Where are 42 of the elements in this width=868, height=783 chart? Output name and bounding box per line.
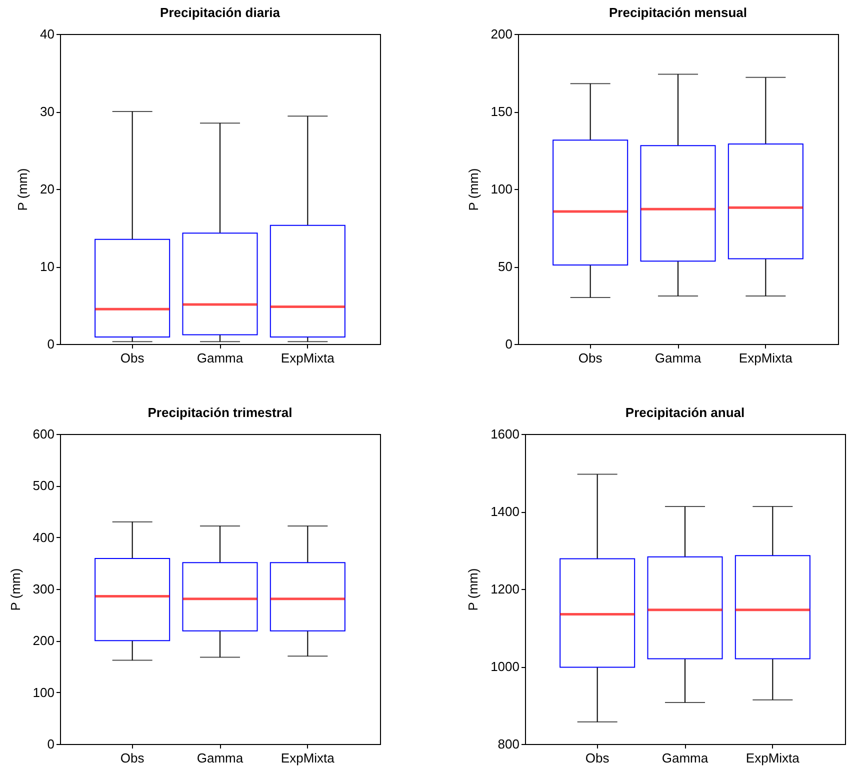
x-tick-label: ExpMixta xyxy=(738,350,794,366)
y-tick-label: 1000 xyxy=(490,659,520,674)
y-tick-label: 150 xyxy=(490,104,512,119)
y-tick-label: 100 xyxy=(32,684,54,700)
chart-title: Precipitación mensual xyxy=(609,5,747,20)
y-axis-title: P (mm) xyxy=(466,568,481,611)
y-tick-label: 300 xyxy=(32,582,54,596)
y-tick-label: 0 xyxy=(47,736,54,752)
y-tick-label: 100 xyxy=(490,182,512,196)
y-axis-title: P (mm) xyxy=(8,568,23,611)
chart-title: Precipitación anual xyxy=(625,405,745,420)
x-tick-label: Obs xyxy=(578,350,603,366)
x-tick-label: ExpMixta xyxy=(280,350,336,366)
y-tick-label: 10 xyxy=(40,259,54,274)
y-tick-label: 400 xyxy=(32,530,54,545)
x-tick-label: Gamma xyxy=(654,350,702,366)
chart-title: Precipitación trimestral xyxy=(148,405,292,420)
x-tick-label: Gamma xyxy=(196,350,244,366)
x-tick-label: Gamma xyxy=(662,750,709,766)
y-tick-label: 800 xyxy=(498,736,520,752)
y-tick-label: 50 xyxy=(498,259,512,274)
chart-title: Precipitación diaria xyxy=(160,5,281,20)
y-tick-label: 200 xyxy=(490,26,512,42)
y-tick-label: 200 xyxy=(32,633,54,648)
x-tick-label: Gamma xyxy=(196,750,244,766)
x-tick-label: Obs xyxy=(120,750,145,766)
y-tick-label: 1200 xyxy=(490,582,520,596)
x-tick-label: Obs xyxy=(120,350,145,366)
y-axis-title: P (mm) xyxy=(15,168,30,211)
y-axis-title: P (mm) xyxy=(466,168,481,211)
x-tick-label: ExpMixta xyxy=(746,750,800,766)
y-tick-label: 40 xyxy=(40,26,54,42)
x-tick-label: ExpMixta xyxy=(280,750,336,766)
y-tick-label: 0 xyxy=(505,336,512,352)
y-tick-label: 1600 xyxy=(490,426,520,442)
x-tick-label: Obs xyxy=(585,750,610,766)
y-tick-label: 20 xyxy=(40,182,54,196)
y-tick-label: 0 xyxy=(47,336,54,352)
y-tick-label: 500 xyxy=(32,478,54,494)
y-tick-label: 1400 xyxy=(490,504,520,519)
y-tick-label: 30 xyxy=(40,104,54,119)
y-tick-label: 600 xyxy=(32,426,54,442)
